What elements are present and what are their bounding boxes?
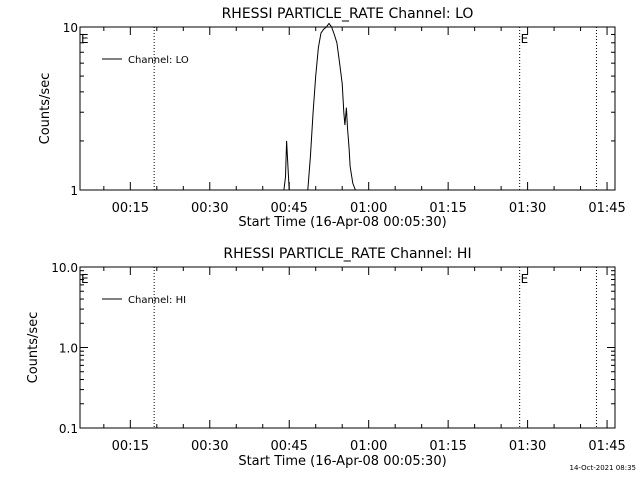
x-tick-label: 01:15 xyxy=(429,439,466,454)
x-tick-label: 01:00 xyxy=(350,439,387,454)
y-tick-label: 10.0 xyxy=(51,261,78,275)
x-axis-label: Start Time (16-Apr-08 00:05:30) xyxy=(238,215,446,230)
event-marker-label: E xyxy=(81,32,89,46)
y-tick-label: 0.1 xyxy=(59,422,78,436)
x-axis-label: Start Time (16-Apr-08 00:05:30) xyxy=(238,454,446,469)
chart-title: RHESSI PARTICLE_RATE Channel: HI xyxy=(223,246,471,262)
footer-timestamp: 14-Oct-2021 08:35 xyxy=(569,464,636,472)
chart-title: RHESSI PARTICLE_RATE Channel: LO xyxy=(222,6,474,22)
x-tick-label: 00:45 xyxy=(270,439,307,454)
event-marker-label: E xyxy=(81,272,89,286)
chart-panel-1: RHESSI PARTICLE_RATE Channel: LO 1 10 00:15… xyxy=(38,6,626,230)
x-tick-label: 00:30 xyxy=(191,201,228,216)
x-tick-label: 00:15 xyxy=(112,201,149,216)
x-tick-label: 00:30 xyxy=(191,439,228,454)
chart-panel-2: RHESSI PARTICLE_RATE Channel: HI 0.1 1.0 10… xyxy=(26,246,626,469)
plot-frame xyxy=(79,266,616,429)
x-tick-label: 01:00 xyxy=(350,201,387,216)
x-tick-label: 01:15 xyxy=(429,201,466,216)
x-tick-label: 00:15 xyxy=(112,439,149,454)
legend-label: Channel: HI xyxy=(128,295,186,306)
x-tick-label: 00:45 xyxy=(270,201,307,216)
series-line xyxy=(283,22,359,191)
y-tick-label: 1.0 xyxy=(59,342,78,356)
y-axis-label: Counts/sec xyxy=(26,312,41,384)
y-tick-label: 10 xyxy=(63,21,78,35)
x-tick-label: 01:45 xyxy=(588,201,625,216)
x-tick-label: 01:30 xyxy=(509,439,546,454)
event-marker-label: E xyxy=(521,32,529,46)
legend-label: Channel: LO xyxy=(128,55,189,66)
y-axis-label: Counts/sec xyxy=(38,73,53,145)
y-tick-label: 1 xyxy=(70,184,78,198)
x-tick-label: 01:30 xyxy=(509,201,546,216)
x-tick-label: 01:45 xyxy=(588,439,625,454)
event-marker-label: E xyxy=(521,272,529,286)
plot-frame xyxy=(79,26,616,191)
